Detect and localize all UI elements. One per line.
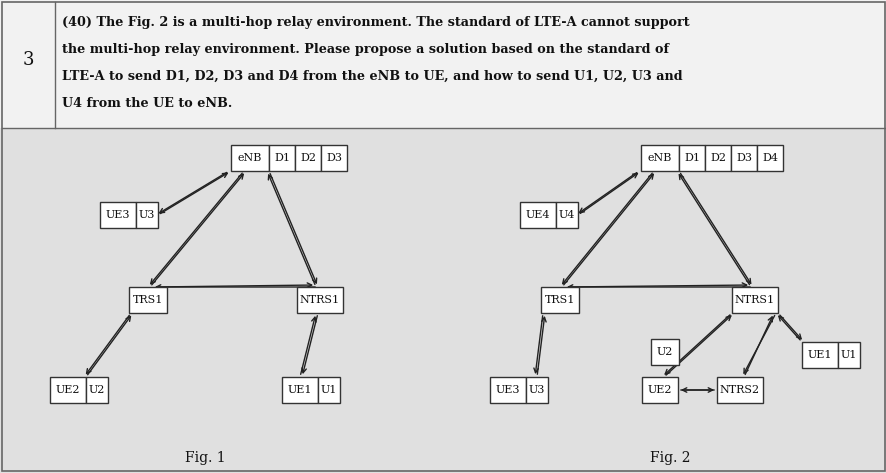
Bar (641, 377, 677, 403)
Text: TRS1: TRS1 (133, 295, 163, 305)
Text: Fig. 1: Fig. 1 (184, 451, 225, 465)
Bar (0, 0, 886, 128)
Text: U1: U1 (321, 385, 337, 395)
Text: Fig. 2: Fig. 2 (649, 451, 689, 465)
Text: D2: D2 (709, 153, 725, 163)
Bar (525, 377, 548, 403)
Text: (40) The Fig. 2 is a multi-hop relay environment. The standard of LTE-A cannot s: (40) The Fig. 2 is a multi-hop relay env… (62, 16, 688, 29)
Bar (0, 128, 886, 473)
Text: NTRS2: NTRS2 (719, 385, 759, 395)
Bar (86, 377, 108, 403)
Text: the multi-hop relay environment. Please propose a solution based on the standard: the multi-hop relay environment. Please … (62, 43, 668, 56)
Bar (641, 145, 679, 171)
Text: UE1: UE1 (807, 350, 831, 360)
Text: TRS1: TRS1 (544, 295, 574, 305)
Bar (100, 202, 136, 228)
Text: U4: U4 (558, 210, 574, 220)
Bar (704, 145, 730, 171)
Bar (297, 287, 343, 313)
Text: U4 from the UE to eNB.: U4 from the UE to eNB. (62, 97, 232, 110)
Bar (489, 377, 525, 403)
Bar (519, 202, 556, 228)
Bar (650, 339, 679, 365)
Text: U3: U3 (528, 385, 545, 395)
Text: UE2: UE2 (56, 385, 80, 395)
Text: D3: D3 (326, 153, 342, 163)
Bar (756, 145, 782, 171)
Text: D3: D3 (735, 153, 751, 163)
Bar (295, 145, 321, 171)
Bar (716, 377, 762, 403)
Bar (556, 202, 578, 228)
Bar (318, 377, 339, 403)
Text: 3: 3 (22, 51, 34, 69)
Bar (540, 287, 579, 313)
Bar (837, 342, 859, 368)
Bar (282, 377, 318, 403)
Bar (321, 145, 346, 171)
Text: D4: D4 (761, 153, 777, 163)
Text: UE1: UE1 (287, 385, 312, 395)
Text: eNB: eNB (647, 153, 672, 163)
Bar (801, 342, 837, 368)
Bar (50, 377, 86, 403)
Bar (128, 287, 167, 313)
Bar (268, 145, 295, 171)
Bar (136, 202, 158, 228)
Text: D1: D1 (683, 153, 699, 163)
Bar (230, 145, 268, 171)
Bar (731, 287, 777, 313)
Text: D1: D1 (274, 153, 290, 163)
Bar (679, 145, 704, 171)
Text: U3: U3 (138, 210, 155, 220)
Text: UE3: UE3 (105, 210, 130, 220)
Text: LTE-A to send D1, D2, D3 and D4 from the eNB to UE, and how to send U1, U2, U3 a: LTE-A to send D1, D2, D3 and D4 from the… (62, 70, 682, 83)
Text: U2: U2 (656, 347, 672, 357)
Text: U1: U1 (840, 350, 856, 360)
Text: NTRS1: NTRS1 (734, 295, 774, 305)
Text: D2: D2 (299, 153, 315, 163)
Text: eNB: eNB (237, 153, 262, 163)
Text: UE2: UE2 (647, 385, 672, 395)
Text: UE3: UE3 (495, 385, 520, 395)
Bar (730, 145, 756, 171)
Text: UE4: UE4 (525, 210, 549, 220)
Text: U2: U2 (89, 385, 105, 395)
Text: NTRS1: NTRS1 (299, 295, 339, 305)
